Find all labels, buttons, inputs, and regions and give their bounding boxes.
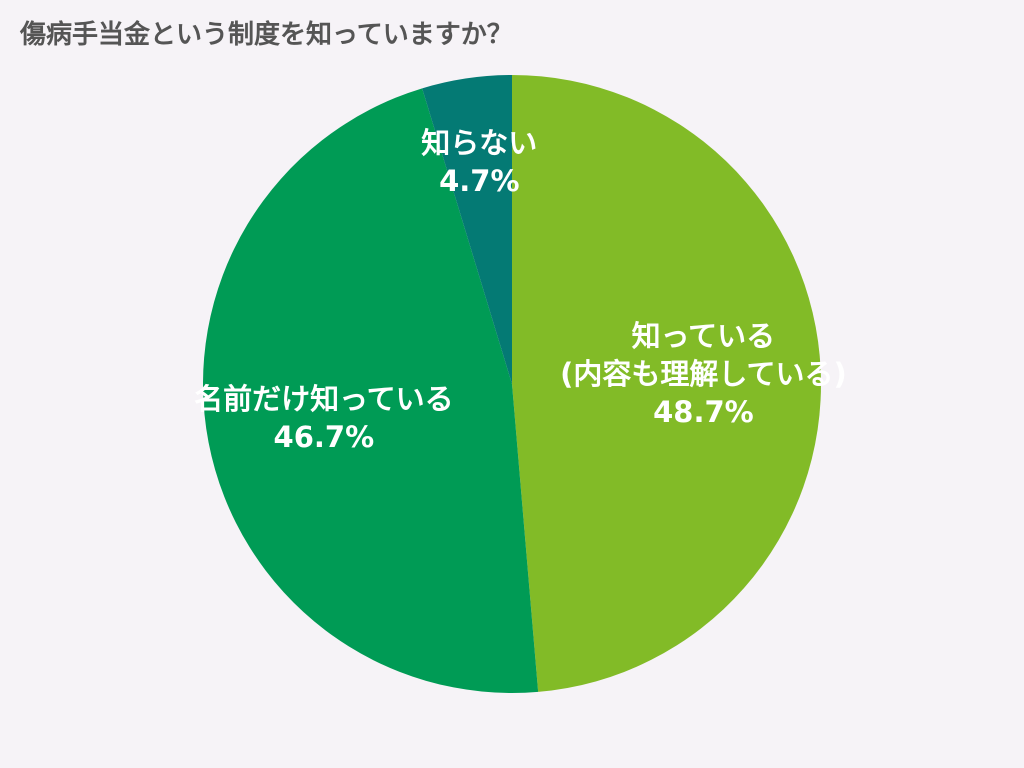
slice-category-label: 知らない bbox=[421, 126, 537, 160]
slice-value-label: 48.7% bbox=[653, 395, 754, 429]
slice-label-2: 名前だけ知っている 46.7% bbox=[194, 382, 454, 454]
slice-value-label: 4.7% bbox=[439, 164, 519, 198]
slice-label-1: 知っている (内容も理解している) 48.7% bbox=[560, 319, 847, 429]
pie-slice-2 bbox=[203, 88, 539, 693]
slice-category-label: 知っている bbox=[632, 319, 776, 353]
pie-slice-3 bbox=[422, 75, 512, 384]
slice-category-label: 名前だけ知っている bbox=[194, 382, 454, 416]
chart-title: 傷病手当金という制度を知っていますか？ bbox=[20, 20, 513, 50]
slice-category-label: (内容も理解している) bbox=[560, 357, 847, 391]
pie-slice-1 bbox=[512, 75, 821, 692]
slice-label-3: 知らない 4.7% bbox=[421, 126, 537, 198]
slice-value-label: 46.7% bbox=[274, 420, 375, 454]
